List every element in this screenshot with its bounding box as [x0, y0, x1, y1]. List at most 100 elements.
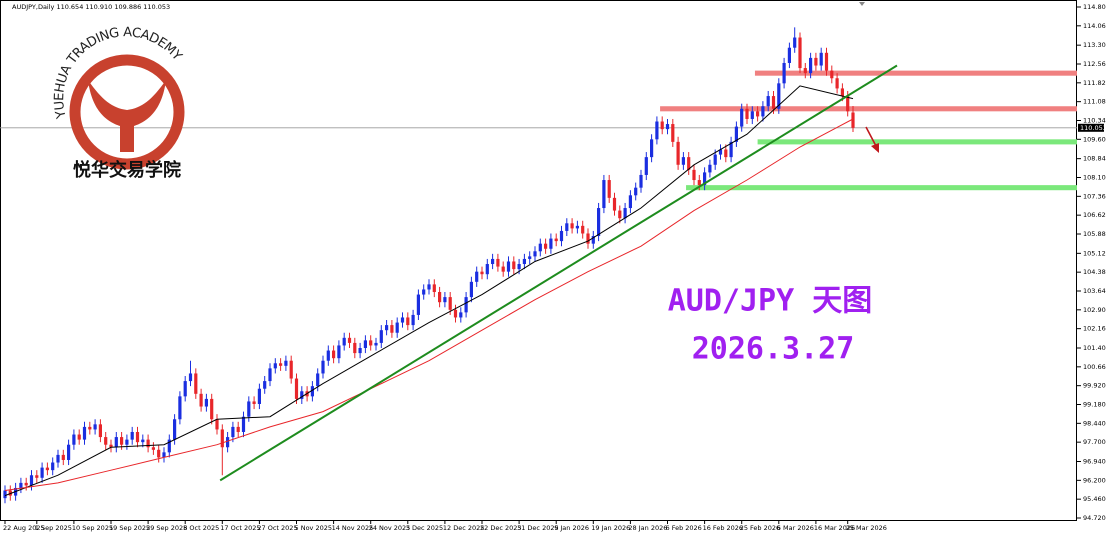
candle-body — [167, 439, 171, 453]
candle-body — [559, 230, 564, 242]
candle-body — [35, 475, 39, 478]
candle-body — [501, 266, 505, 272]
candle-body — [400, 317, 405, 323]
moving-average — [4, 118, 854, 491]
candle-body — [210, 398, 214, 420]
candle-body — [337, 345, 341, 359]
candle-body — [475, 271, 479, 282]
candle-body — [24, 482, 28, 486]
candle-body — [120, 437, 124, 445]
x-tick-label: 19 Sep 2025 — [109, 524, 150, 532]
candle-body — [464, 297, 468, 313]
price-tag — [1078, 123, 1104, 132]
y-tick-label: 108.100 — [1083, 173, 1106, 181]
candle-body — [708, 164, 712, 173]
candle-body — [718, 149, 723, 155]
candle-body — [363, 340, 367, 349]
candle-body — [750, 111, 754, 119]
candle-body — [289, 360, 293, 379]
y-tick-label: 113.300 — [1083, 41, 1106, 49]
price-tag-label: 110.053 — [1080, 124, 1106, 132]
x-tick-label: 19 Jan 2026 — [591, 524, 630, 532]
candle-body — [178, 396, 182, 420]
candle-body — [761, 106, 765, 117]
y-tick-label: 99.180 — [1083, 400, 1106, 408]
candle-body — [522, 258, 526, 265]
candle-body — [374, 342, 378, 346]
candle-body — [263, 381, 267, 389]
y-tick-label: 94.720 — [1083, 514, 1106, 522]
y-tick-label: 96.200 — [1083, 476, 1106, 484]
candle-body — [639, 174, 643, 188]
candle-body — [814, 57, 818, 66]
x-tick-label: 10 Sep 2025 — [72, 524, 113, 532]
arrow — [865, 126, 877, 147]
y-tick-label: 97.700 — [1083, 438, 1106, 446]
candle-body — [257, 388, 261, 404]
candle-body — [215, 419, 219, 430]
candle-body — [358, 348, 362, 354]
candle-body — [188, 373, 193, 382]
candle-body — [766, 96, 770, 107]
candle-body — [3, 490, 7, 499]
candle-body — [220, 429, 224, 448]
candle-body — [692, 169, 696, 181]
y-tick-label: 111.820 — [1083, 79, 1106, 87]
candle-body — [114, 437, 118, 448]
candle-body — [485, 264, 489, 275]
candle-body — [45, 467, 49, 471]
candle-body — [273, 363, 277, 369]
candle-body — [687, 157, 691, 170]
candle-body — [798, 37, 802, 69]
candle-body — [623, 208, 627, 219]
candle-body — [713, 154, 717, 165]
candle-body — [284, 360, 288, 366]
candle-body — [347, 337, 352, 343]
candle-body — [162, 452, 166, 458]
x-tick-label: 29 Sep 2025 — [146, 524, 187, 532]
candle-body — [321, 360, 325, 374]
moving-average — [4, 85, 854, 497]
candle-body — [183, 381, 187, 397]
candle-body — [729, 141, 733, 158]
candle-body — [671, 124, 675, 142]
y-tick-label: 109.600 — [1083, 135, 1106, 143]
candle-body — [544, 243, 548, 249]
candle-body — [390, 325, 394, 333]
candle-body — [416, 294, 420, 315]
candle-body — [793, 37, 797, 48]
candle-body — [756, 111, 760, 117]
y-tick-label: 99.920 — [1083, 382, 1106, 390]
y-tick-label: 100.660 — [1083, 363, 1106, 371]
candle-body — [840, 88, 844, 97]
candle-body — [342, 337, 346, 346]
candle-body — [369, 340, 373, 346]
candle-body — [612, 197, 617, 211]
candle-body — [385, 325, 389, 331]
x-tick-label: 25 Mar 2026 — [846, 524, 887, 532]
candle-body — [676, 141, 680, 165]
candle-body — [443, 297, 447, 303]
candle-body — [268, 368, 272, 382]
candle-body — [72, 434, 76, 445]
x-tick-label: 16 Mar 2026 — [814, 524, 855, 532]
y-tick-label: 111.080 — [1083, 98, 1106, 106]
candle-body — [549, 238, 553, 249]
candle-body — [77, 434, 81, 440]
candle-body — [231, 426, 235, 438]
candle-body — [586, 233, 590, 244]
x-tick-label: 27 Oct 2025 — [257, 524, 297, 532]
chart-header: AUDJPY,Daily 110.654 110.910 109.886 110… — [12, 3, 170, 11]
candle-body — [469, 281, 473, 298]
candle-body — [109, 444, 113, 448]
candle-body — [130, 431, 134, 440]
candle-body — [830, 70, 834, 79]
candle-body — [819, 52, 823, 66]
candle-body — [453, 309, 458, 318]
candle-body — [411, 314, 415, 326]
candle-body — [628, 195, 632, 209]
candle-body — [591, 236, 595, 244]
candle-body — [300, 391, 304, 399]
candle-body — [602, 180, 606, 209]
x-tick-label: 22 Dec 2025 — [480, 524, 522, 532]
